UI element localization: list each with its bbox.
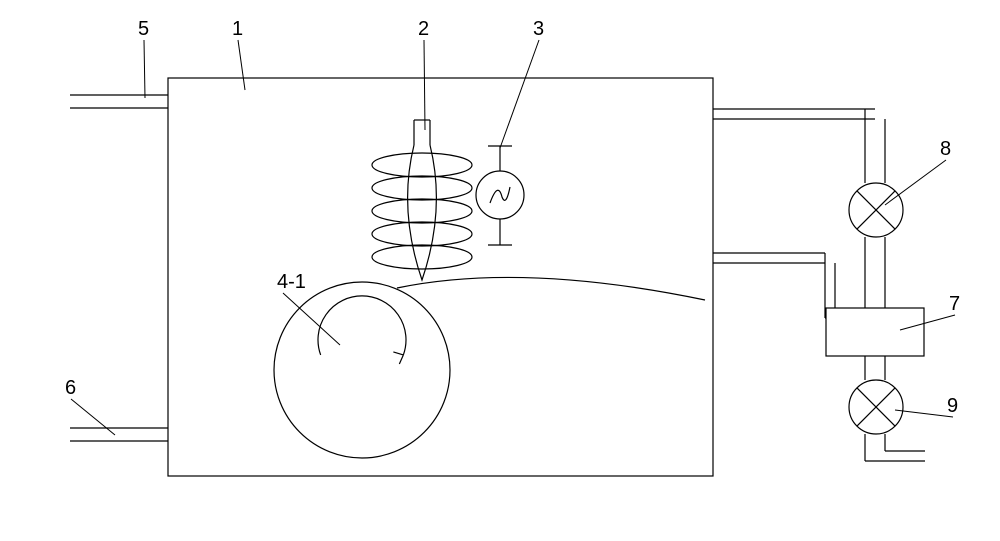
label-4_1: 4-1 [277, 271, 306, 294]
coil-loop-icon [372, 176, 472, 200]
component-7 [826, 308, 924, 356]
coil-loop-icon [372, 153, 472, 177]
label-5: 5 [138, 18, 149, 41]
spindle-icon [408, 145, 437, 280]
coil-loop-icon [372, 222, 472, 246]
main-chamber [168, 78, 713, 476]
sensor-3-icon [476, 171, 524, 219]
label-6: 6 [65, 377, 76, 400]
coil-loop-icon [372, 199, 472, 223]
label-9: 9 [947, 395, 958, 418]
schematic-diagram [0, 0, 1000, 541]
strip-icon [397, 277, 705, 300]
rotation-arrow-icon [318, 296, 406, 355]
coil-loop-icon [372, 245, 472, 269]
label-8: 8 [940, 138, 951, 161]
label-1: 1 [232, 18, 243, 41]
label-2: 2 [418, 18, 429, 41]
label-7: 7 [949, 293, 960, 316]
label-3: 3 [533, 18, 544, 41]
